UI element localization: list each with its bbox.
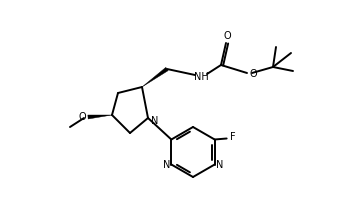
Text: F: F (230, 131, 235, 142)
Text: NH: NH (194, 72, 208, 82)
Text: N: N (163, 160, 170, 171)
Polygon shape (142, 67, 168, 87)
Text: N: N (216, 160, 223, 171)
Text: O: O (223, 31, 231, 41)
Polygon shape (88, 115, 112, 119)
Text: O: O (78, 112, 86, 122)
Text: N: N (151, 116, 159, 126)
Text: O: O (249, 69, 257, 79)
